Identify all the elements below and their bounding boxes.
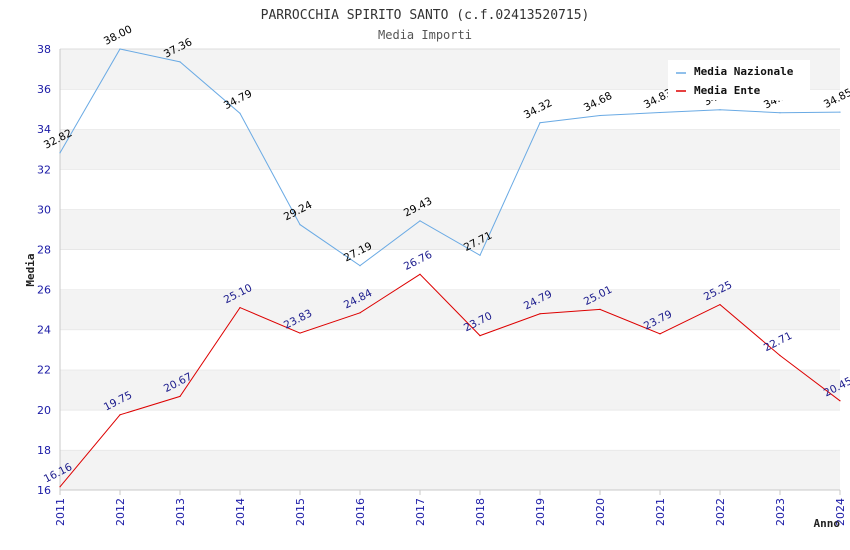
series-lines (59, 48, 841, 488)
grid-band (60, 129, 840, 170)
legend-background (668, 60, 810, 100)
legend-label-media-ente: Media Ente (694, 84, 761, 97)
data-point (659, 111, 661, 114)
x-tick-label: 2017 (414, 498, 427, 526)
x-tick-label: 2013 (174, 498, 187, 526)
y-tick-label: 36 (37, 83, 51, 96)
grid-bands (60, 48, 840, 490)
data-point (719, 303, 721, 306)
series-line-media-ente (59, 273, 841, 488)
data-point (599, 114, 601, 117)
data-point (779, 112, 781, 114)
y-tick-label: 26 (37, 284, 51, 297)
data-point (479, 254, 481, 256)
x-tick-label: 2015 (294, 498, 307, 526)
chart-subtitle: Media Importi (378, 28, 472, 42)
data-point (839, 111, 841, 113)
grid-band (60, 409, 840, 450)
data-point (299, 223, 301, 226)
data-point (719, 109, 721, 111)
data-point (539, 122, 541, 124)
y-tick-label: 20 (37, 404, 51, 417)
data-point (479, 335, 481, 337)
y-tick-label: 24 (37, 324, 51, 337)
grid-band (60, 449, 840, 490)
x-tick-label: 2018 (474, 498, 487, 526)
y-tick-label: 38 (37, 43, 51, 56)
data-point (239, 112, 241, 114)
y-tick-label: 30 (37, 203, 51, 216)
x-tick-label: 2021 (654, 498, 667, 526)
x-tick-label: 2023 (774, 498, 787, 526)
axes (59, 49, 841, 495)
data-point (239, 306, 241, 309)
data-point (419, 220, 421, 222)
y-tick-label: 32 (37, 163, 51, 176)
chart-title: PARROCCHIA SPIRITO SANTO (c.f.0241352071… (261, 8, 590, 23)
x-tick-label: 2014 (234, 498, 247, 526)
y-axis-label: Media (24, 253, 37, 286)
data-point (59, 152, 61, 154)
data-point (359, 312, 361, 314)
legend: Media Nazionale Media Ente (668, 60, 810, 100)
x-tick-label: 2019 (534, 498, 547, 526)
grid-band (60, 169, 840, 210)
x-tick-label: 2012 (114, 498, 127, 526)
grid-band (60, 209, 840, 250)
y-tick-labels: 16 18 20 22 24 26 28 30 32 34 36 38 (37, 43, 51, 497)
data-point (119, 414, 121, 416)
data-point (359, 265, 361, 267)
grid-band (60, 249, 840, 290)
grid-band (60, 369, 840, 410)
data-point (419, 273, 421, 275)
grid-band (60, 329, 840, 370)
legend-label-media-nazionale: Media Nazionale (694, 65, 794, 78)
x-axis-label: Anno (814, 517, 841, 530)
data-point (179, 61, 181, 63)
x-tick-label: 2024 (834, 498, 847, 526)
data-point (179, 395, 181, 397)
data-point (659, 333, 661, 335)
data-point (599, 308, 601, 310)
x-tick-label: 2020 (594, 498, 607, 526)
x-tick-label: 2016 (354, 498, 367, 526)
data-point (779, 354, 781, 357)
y-tick-label: 34 (37, 123, 51, 136)
series-line-media-nazionale (59, 48, 841, 267)
x-tick-labels: 2011 2012 2013 2014 2015 2016 2017 2018 2019 2020… (54, 498, 847, 526)
data-point (839, 400, 841, 402)
data-point (119, 48, 121, 50)
y-tick-label: 16 (37, 484, 51, 497)
data-point (539, 313, 541, 315)
x-tick-label: 2011 (54, 498, 67, 526)
y-tick-label: 18 (37, 444, 51, 457)
x-tick-label: 2022 (714, 498, 727, 526)
data-point (299, 332, 301, 334)
data-label: 38.00 (102, 23, 134, 47)
y-tick-label: 28 (37, 243, 51, 256)
grid-band (60, 289, 840, 330)
data-point (59, 486, 61, 488)
y-tick-label: 22 (37, 364, 51, 377)
